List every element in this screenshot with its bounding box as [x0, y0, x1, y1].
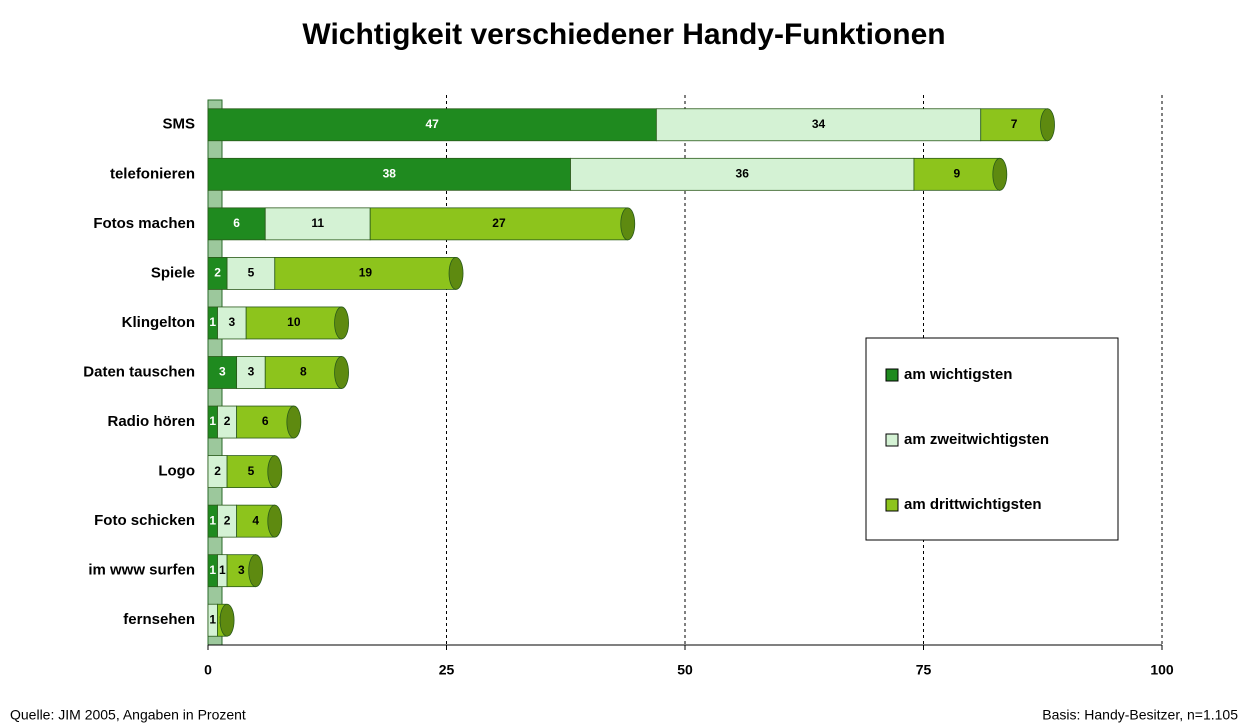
- data-label: 5: [248, 266, 255, 280]
- data-label: 1: [209, 414, 216, 428]
- bar-segment: [369, 207, 629, 241]
- bar-cap: [267, 504, 283, 538]
- legend-swatch: [885, 498, 899, 512]
- data-label: 2: [214, 266, 221, 280]
- bar-segment: [245, 306, 342, 340]
- x-tick-label: 50: [677, 662, 693, 678]
- bar-segment: [913, 157, 1001, 191]
- bar-segment: [217, 306, 247, 340]
- bar-segment: [207, 108, 657, 142]
- data-label: 2: [224, 513, 231, 527]
- basis-note: Basis: Handy-Besitzer, n=1.105: [1042, 707, 1238, 723]
- y-tick-label: SMS: [162, 116, 195, 133]
- bar-segment: [236, 356, 266, 389]
- bar-cap: [620, 207, 636, 241]
- bar-segment: [226, 455, 276, 488]
- y-tick-label: Radio hören: [107, 413, 195, 430]
- data-label: 47: [426, 117, 440, 131]
- bar-segment: [236, 405, 295, 439]
- source-note: Quelle: JIM 2005, Angaben in Prozent: [10, 707, 246, 723]
- data-label: 5: [248, 464, 255, 478]
- data-label: 11: [311, 216, 324, 230]
- data-label: 7: [1011, 117, 1018, 131]
- legend-swatch: [885, 368, 899, 382]
- bar-segment: [655, 108, 982, 142]
- data-label: 1: [209, 612, 216, 626]
- data-label: 3: [219, 365, 226, 379]
- data-label: 27: [492, 216, 506, 230]
- data-label: 6: [233, 216, 240, 230]
- bar-cap: [286, 405, 302, 439]
- bar-cap: [334, 356, 349, 389]
- data-label: 10: [287, 315, 301, 329]
- bar-segment: [207, 356, 238, 389]
- x-tick-label: 100: [1150, 662, 1174, 678]
- legend-label: am wichtigsten: [904, 366, 1012, 383]
- data-label: 8: [300, 365, 307, 379]
- y-tick-label: Logo: [158, 463, 195, 480]
- bar-segment: [570, 157, 915, 191]
- data-label: 1: [219, 563, 226, 577]
- x-tick-label: 25: [439, 662, 455, 678]
- y-tick-label: Fotos machen: [93, 215, 195, 232]
- legend-label: am drittwichtigsten: [904, 496, 1042, 513]
- data-label: 3: [229, 315, 236, 329]
- chart-title: Wichtigkeit verschiedener Handy-Funktion…: [302, 18, 945, 51]
- y-tick-label: telefonieren: [110, 165, 195, 182]
- y-tick-label: Foto schicken: [94, 512, 195, 529]
- bar-segment: [980, 108, 1048, 142]
- data-label: 6: [262, 414, 269, 428]
- bar-segment: [264, 207, 371, 241]
- legend-box: [865, 337, 1119, 541]
- y-tick-label: fernsehen: [123, 611, 195, 628]
- data-label: 4: [252, 513, 259, 527]
- data-label: 3: [238, 563, 245, 577]
- bar-cap: [267, 455, 283, 488]
- bar-cap: [248, 554, 264, 588]
- data-label: 36: [736, 166, 750, 180]
- bar-cap: [219, 603, 235, 637]
- y-tick-label: Klingelton: [122, 314, 195, 331]
- data-label: 2: [224, 414, 231, 428]
- legend-label: am zweitwichtigsten: [904, 431, 1049, 448]
- bar-cap: [1040, 108, 1055, 142]
- data-label: 1: [209, 315, 216, 329]
- bar-segment: [207, 157, 571, 191]
- data-label: 2: [214, 464, 221, 478]
- bar-segment: [264, 356, 342, 389]
- bar-cap: [334, 306, 349, 340]
- y-tick-label: im www surfen: [88, 562, 195, 579]
- data-label: 38: [383, 166, 397, 180]
- y-tick-label: Spiele: [151, 264, 195, 281]
- data-label: 34: [812, 117, 826, 131]
- bar-segment: [207, 207, 266, 241]
- y-tick-label: Daten tauschen: [83, 363, 195, 380]
- data-label: 1: [209, 513, 216, 527]
- data-label: 1: [209, 563, 216, 577]
- x-tick-label: 75: [916, 662, 932, 678]
- data-label: 19: [359, 266, 373, 280]
- bar-segment: [226, 257, 276, 290]
- bar-cap: [992, 157, 1008, 191]
- bar-cap: [448, 257, 464, 290]
- x-tick-label: 0: [204, 662, 212, 678]
- data-label: 3: [248, 365, 255, 379]
- bar-segment: [274, 257, 457, 290]
- data-label: 9: [954, 166, 961, 180]
- legend-swatch: [885, 433, 899, 447]
